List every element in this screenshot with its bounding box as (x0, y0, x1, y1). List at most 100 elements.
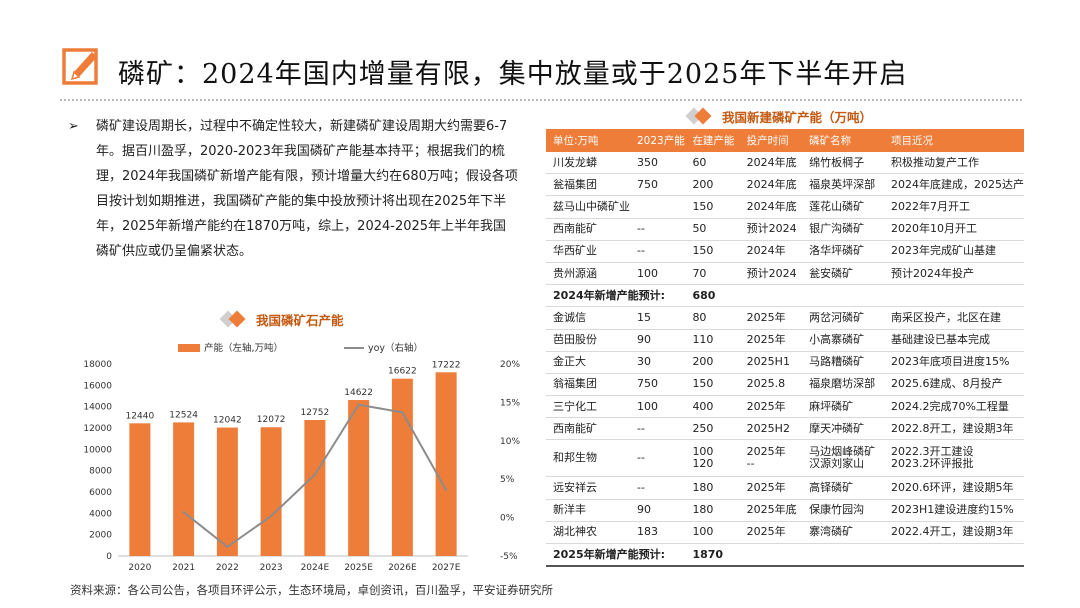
table-cell: 2025年 (739, 476, 803, 500)
y-tick-label: 12000 (83, 424, 112, 434)
table-cell: 福泉英坪深部 (802, 173, 884, 197)
table-cell: 绵竹板棡子 (802, 151, 884, 175)
table-cell: 莲花山磷矿 (802, 195, 884, 219)
table-cell: 2023年完成矿山基建 (883, 240, 1024, 263)
diamond-bullet-icon (219, 310, 250, 328)
legend-line-label: yoy（右轴） (368, 342, 423, 354)
table-cell: 新洋丰 (546, 499, 630, 522)
table-cell: 2024年底建成，2025达产 (883, 173, 1024, 197)
y2-tick-label: 15% (500, 398, 520, 408)
table-cell: 750 (630, 173, 686, 197)
table-row: 和邦生物 -- 100 120 2025年 -- 马边烟峰磷矿 汉源刘家山 2022.3开工建设… (546, 439, 1024, 478)
table-row: 瓮福集团 750 200 2024年底 福泉英坪深部 2024年底建成，2025达产 (546, 173, 1024, 197)
table-row: 金诚信 15 80 2025年 两岔河磷矿 南采区投产，北区在建 (546, 306, 1024, 330)
table-cell: 250 (685, 417, 740, 441)
table-cell: 70 (685, 262, 740, 286)
table-cell: 马边烟峰磷矿 汉源刘家山 (802, 439, 884, 478)
diamond-bullet-icon (685, 107, 716, 125)
table-cell: 2025年 (739, 521, 803, 545)
bar (304, 419, 326, 556)
subtotal-label: 2024年新增产能预计: (546, 284, 686, 308)
bar-data-label: 12752 (301, 408, 330, 418)
table-cell: 2022年7月开工 (883, 195, 1024, 219)
table-cell: 200 (685, 351, 740, 374)
subtotal-row: 2024年新增产能预计: 680 (546, 284, 1024, 308)
table-cell: 远安祥云 (546, 476, 630, 500)
table-row: 湖北神农 183 100 2025年 寨湾磷矿 2022.4开工，建设期3年 (546, 521, 1024, 545)
table-cell: 60 (685, 151, 740, 175)
table-cell: 100 (630, 395, 686, 419)
header-cell: 2023产能 (630, 129, 686, 152)
yoy-point (182, 511, 185, 514)
bar (216, 427, 238, 556)
table-cell: 银广沟磷矿 (802, 218, 884, 241)
header-cell: 项目近况 (883, 129, 1024, 152)
subtotal-row: 2025年新增产能预计: 1870 (546, 543, 1024, 568)
table-title: 我国新建磷矿产能（万吨） (722, 109, 873, 125)
chart-title: 我国磷矿石产能 (256, 312, 344, 328)
table-cell: 2022.4开工，建设期3年 (883, 521, 1024, 545)
yoy-point (313, 473, 317, 476)
table-row: 远安祥云 -- 180 2025年 高铎磷矿 2020.6环评，建设期5年 (546, 476, 1024, 500)
table-cell: 100 (685, 521, 740, 545)
table-cell: 两岔河磷矿 (802, 306, 884, 330)
header-cell: 磷矿名称 (802, 129, 884, 152)
legend-bar-swatch (178, 344, 200, 352)
table-cell: 2024年底 (739, 173, 803, 197)
table-cell (630, 195, 686, 219)
table-cell: 2025年 -- (739, 439, 803, 478)
yoy-point (401, 411, 404, 414)
table-row: 新洋丰 90 180 2025年底 保康竹园沟 2023H1建设进度约15% (546, 499, 1024, 522)
table-cell: 90 (630, 499, 686, 522)
x-tick-label: 2024E (301, 563, 330, 573)
table-row: 金正大 30 200 2025H1 马路糟磷矿 2023年底项目进度15% (546, 351, 1024, 374)
y2-tick-label: 0% (500, 514, 515, 524)
table-cell: 50 (685, 218, 740, 241)
table-cell: 高铎磷矿 (802, 476, 884, 500)
table-cell: 200 (685, 173, 740, 197)
table-row: 芭田股份 90 110 2025年 小高寨磷矿 基础建设已基本完成 (546, 329, 1024, 352)
report-logo-icon (62, 48, 98, 85)
bar-data-label: 17222 (432, 360, 461, 370)
table-cell: 贵州源涵 (546, 262, 630, 286)
y2-tick-label: 10% (500, 437, 520, 447)
table-cell: 华西矿业 (546, 240, 630, 263)
table-cell: 2023年底项目进度15% (883, 351, 1024, 374)
y-tick-label: 8000 (89, 467, 112, 477)
table-cell: 15 (630, 306, 686, 330)
x-tick-label: 2023 (260, 563, 283, 573)
y-tick-label: 0 (106, 552, 112, 562)
table-cell: -- (630, 417, 686, 441)
table-cell: 400 (685, 395, 740, 419)
table-cell: 2025H2 (739, 417, 803, 441)
y-tick-label: 10000 (83, 445, 112, 455)
table-cell: 180 (685, 476, 740, 500)
table-cell: 80 (685, 306, 740, 330)
table-cell: -- (630, 476, 686, 500)
bar (129, 423, 151, 556)
table-cell: 2025.8 (739, 373, 803, 397)
x-tick-label: 2021 (172, 563, 195, 573)
header-cell: 在建产能 (685, 129, 740, 152)
table-cell: -- (630, 240, 686, 263)
table-cell: 2022.3开工建设 2023.2环评报批 (883, 439, 1024, 478)
table-row: 兹马山中磷矿业 150 2024年底 莲花山磷矿 2022年7月开工 (546, 195, 1024, 219)
table-cell: 30 (630, 351, 686, 374)
table-cell: 100 120 (685, 439, 740, 478)
table-cell: 2020.6环评，建设期5年 (883, 476, 1024, 500)
chart-title-block: 我国磷矿石产能 (219, 309, 344, 329)
table-cell: 翁福集团 (546, 373, 630, 397)
table-cell: 摩天冲磷矿 (802, 417, 884, 441)
table-cell: 2024年底 (739, 195, 803, 219)
subtotal-label: 2025年新增产能预计: (546, 543, 686, 568)
table-cell: 750 (630, 373, 686, 397)
bar-data-label: 12042 (213, 416, 242, 426)
table-row: 西南能矿 -- 50 预计2024 银广沟磷矿 2020年10月开工 (546, 218, 1024, 241)
new-capacity-table: 单位:万吨 2023产能 在建产能 投产时间 磷矿名称 项目近况 川发龙蟒 350… (546, 129, 1024, 568)
header-cell: 单位:万吨 (546, 129, 630, 152)
table-row: 西南能矿 -- 250 2025H2 摩天冲磷矿 2022.8开工，建设期3年 (546, 417, 1024, 441)
table-cell: 西南能矿 (546, 218, 630, 241)
table-header-row: 单位:万吨 2023产能 在建产能 投产时间 磷矿名称 项目近况 (546, 129, 1024, 152)
subtotal-value: 1870 (685, 543, 740, 568)
table-cell: 2024年 (739, 240, 803, 263)
